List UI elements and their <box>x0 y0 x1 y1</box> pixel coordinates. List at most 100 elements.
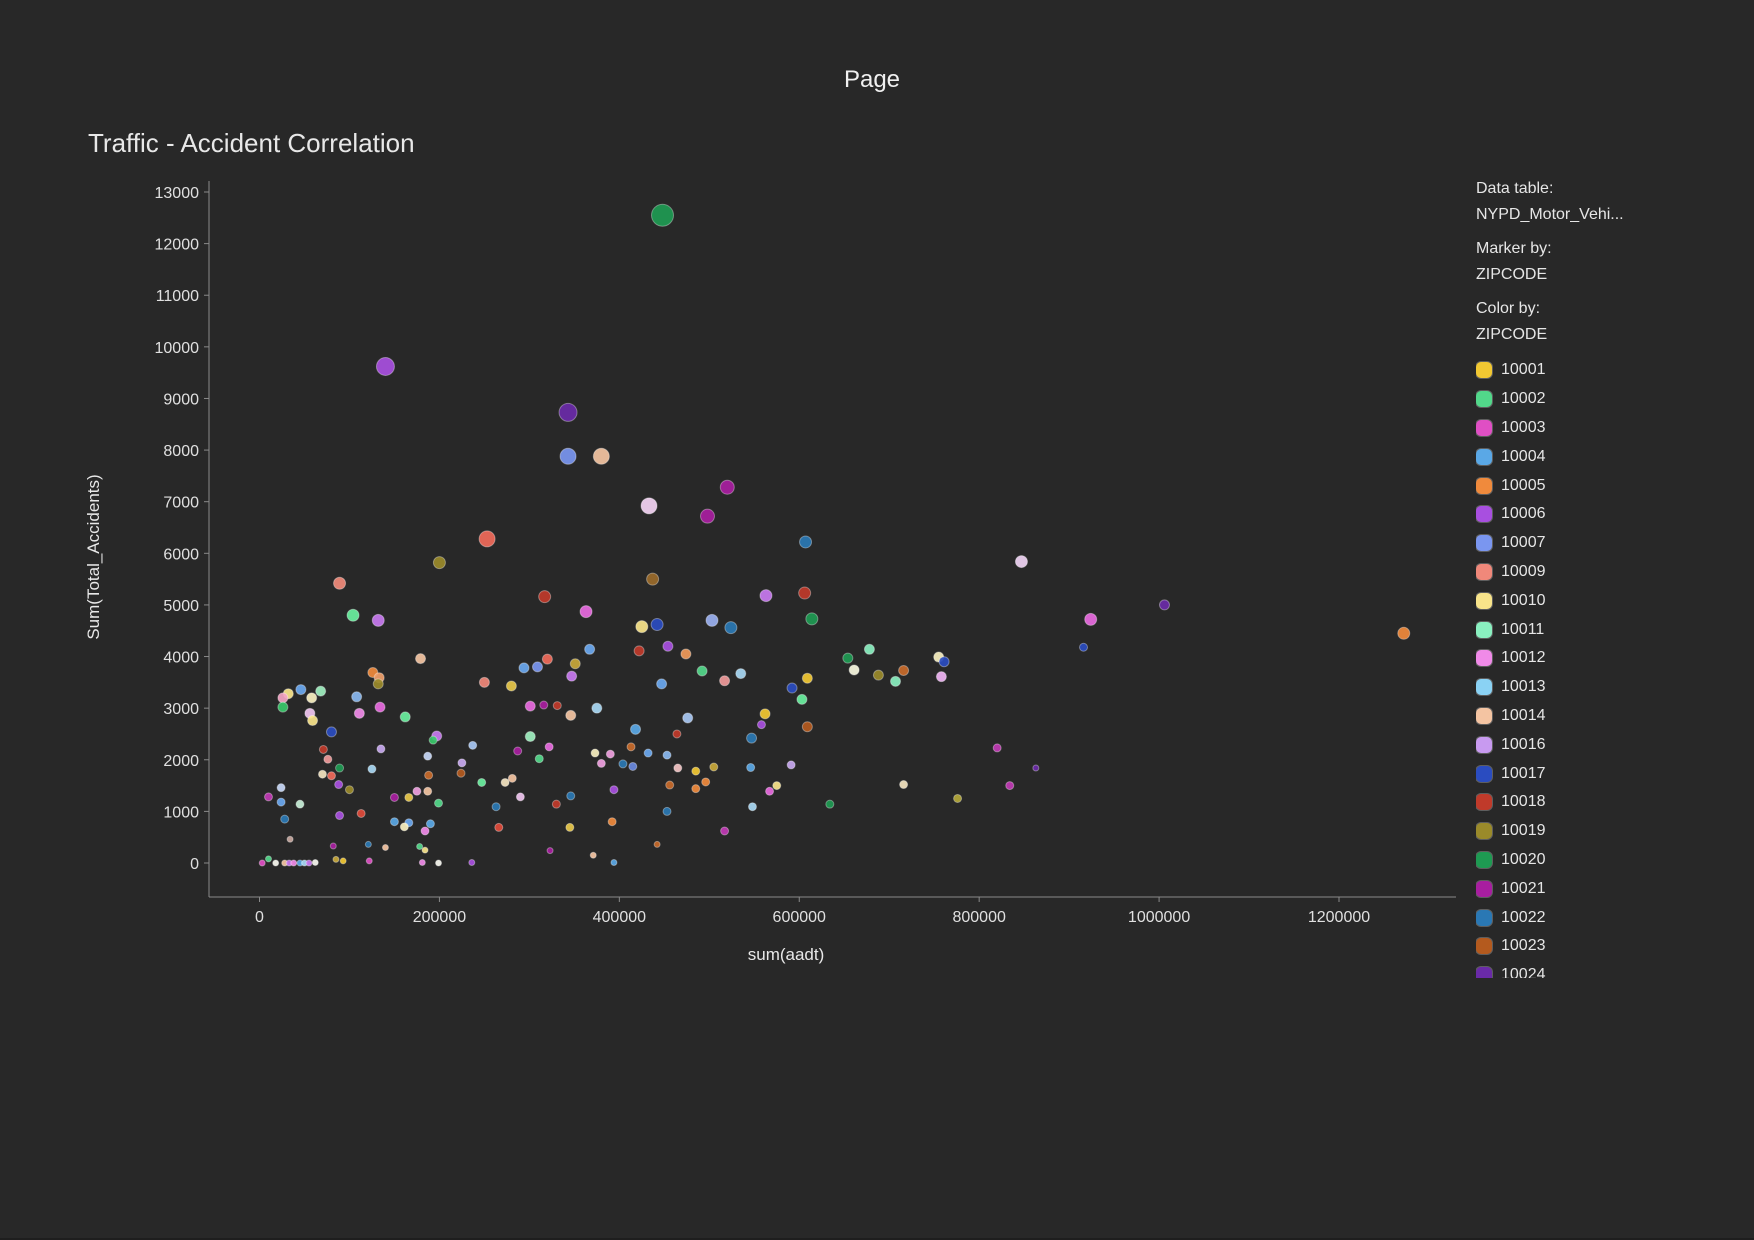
scatter-point[interactable] <box>653 840 661 848</box>
scatter-point[interactable] <box>899 780 909 790</box>
scatter-point[interactable] <box>635 620 649 634</box>
scatter-point[interactable] <box>699 508 715 524</box>
scatter-point[interactable] <box>389 817 399 827</box>
scatter-point[interactable] <box>566 791 576 801</box>
scatter-point[interactable] <box>494 822 504 832</box>
scatter-point[interactable] <box>399 822 409 832</box>
scatter-point[interactable] <box>630 723 642 735</box>
scatter-point[interactable] <box>559 447 577 465</box>
scatter-point[interactable] <box>596 758 606 768</box>
scatter-point[interactable] <box>333 576 347 590</box>
scatter-point[interactable] <box>898 664 910 676</box>
scatter-point[interactable] <box>640 497 658 515</box>
scatter-point[interactable] <box>848 664 860 676</box>
scatter-point[interactable] <box>746 732 758 744</box>
scatter-point[interactable] <box>335 763 345 773</box>
scatter-point[interactable] <box>701 777 711 787</box>
scatter-point[interactable] <box>756 720 766 730</box>
legend-item[interactable]: 10003 <box>1476 414 1676 443</box>
scatter-point[interactable] <box>477 777 487 787</box>
scatter-point[interactable] <box>662 750 672 760</box>
scatter-point[interactable] <box>801 721 813 733</box>
scatter-point[interactable] <box>524 731 536 743</box>
scatter-point[interactable] <box>423 751 433 761</box>
scatter-point[interactable] <box>524 700 536 712</box>
scatter-point[interactable] <box>801 672 813 684</box>
scatter-point[interactable] <box>538 590 552 604</box>
scatter-point[interactable] <box>805 612 819 626</box>
scatter-point[interactable] <box>346 608 360 622</box>
scatter-point[interactable] <box>277 692 289 704</box>
scatter-point[interactable] <box>263 792 273 802</box>
scatter-point[interactable] <box>607 817 617 827</box>
scatter-point[interactable] <box>746 763 756 773</box>
scatter-point[interactable] <box>286 835 294 843</box>
scatter-point[interactable] <box>566 670 578 682</box>
scatter-point[interactable] <box>389 792 399 802</box>
legend-item[interactable]: 10010 <box>1476 586 1676 615</box>
scatter-point[interactable] <box>863 643 875 655</box>
scatter-point[interactable] <box>404 792 414 802</box>
scatter-point[interactable] <box>584 643 596 655</box>
scatter-point[interactable] <box>356 808 366 818</box>
scatter-point[interactable] <box>434 798 444 808</box>
legend-item[interactable]: 10004 <box>1476 442 1676 471</box>
scatter-point[interactable] <box>500 777 510 787</box>
scatter-point[interactable] <box>305 859 313 867</box>
scatter-point[interactable] <box>765 786 775 796</box>
legend-item[interactable]: 10016 <box>1476 730 1676 759</box>
scatter-point[interactable] <box>565 709 577 721</box>
scatter-point[interactable] <box>709 762 719 772</box>
scatter-point[interactable] <box>992 743 1002 753</box>
scatter-point[interactable] <box>351 691 363 703</box>
scatter-point[interactable] <box>326 771 336 781</box>
scatter-point[interactable] <box>772 781 782 791</box>
scatter-point[interactable] <box>307 715 319 727</box>
scatter-point[interactable] <box>371 613 385 627</box>
scatter-point[interactable] <box>569 658 581 670</box>
legend-item[interactable]: 10020 <box>1476 846 1676 875</box>
scatter-point[interactable] <box>673 763 683 773</box>
scatter-point[interactable] <box>720 826 730 836</box>
scatter-point[interactable] <box>786 760 796 770</box>
scatter-point[interactable] <box>551 799 561 809</box>
scatter-point[interactable] <box>381 844 389 852</box>
scatter-point[interactable] <box>735 668 747 680</box>
scatter-point[interactable] <box>626 742 636 752</box>
scatter-point[interactable] <box>1014 555 1028 569</box>
scatter-point[interactable] <box>665 780 675 790</box>
scatter-point[interactable] <box>1084 612 1098 626</box>
scatter-point[interactable] <box>872 669 884 681</box>
scatter-point[interactable] <box>546 847 554 855</box>
scatter-point[interactable] <box>719 675 731 687</box>
scatter-point[interactable] <box>552 701 562 711</box>
scatter-point[interactable] <box>505 680 517 692</box>
scatter-point[interactable] <box>796 693 808 705</box>
scatter-point[interactable] <box>468 740 478 750</box>
scatter-point[interactable] <box>329 842 337 850</box>
scatter-point[interactable] <box>662 806 672 816</box>
scatter-point[interactable] <box>478 530 496 548</box>
scatter-point[interactable] <box>365 857 373 865</box>
scatter-point[interactable] <box>456 768 466 778</box>
scatter-point[interactable] <box>656 678 668 690</box>
scatter-point[interactable] <box>591 702 603 714</box>
scatter-point[interactable] <box>478 676 490 688</box>
legend-item[interactable]: 10017 <box>1476 759 1676 788</box>
scatter-point[interactable] <box>759 708 771 720</box>
scatter-point[interactable] <box>609 785 619 795</box>
scatter-point[interactable] <box>323 754 333 764</box>
scatter-point[interactable] <box>311 858 319 866</box>
scatter-point[interactable] <box>565 822 575 832</box>
scatter-point[interactable] <box>786 682 798 694</box>
scatter-point[interactable] <box>1032 764 1040 772</box>
scatter-point[interactable] <box>662 640 674 652</box>
scatter-plot[interactable]: 0 1000 2000 3000 4000 5000 6000 7000 8000 9000 100… <box>0 0 1754 1000</box>
scatter-point[interactable] <box>491 802 501 812</box>
scatter-point[interactable] <box>541 653 553 665</box>
scatter-point[interactable] <box>435 859 443 867</box>
scatter-point[interactable] <box>544 742 554 752</box>
scatter-point[interactable] <box>682 712 694 724</box>
scatter-point[interactable] <box>258 859 266 867</box>
scatter-point[interactable] <box>579 605 593 619</box>
